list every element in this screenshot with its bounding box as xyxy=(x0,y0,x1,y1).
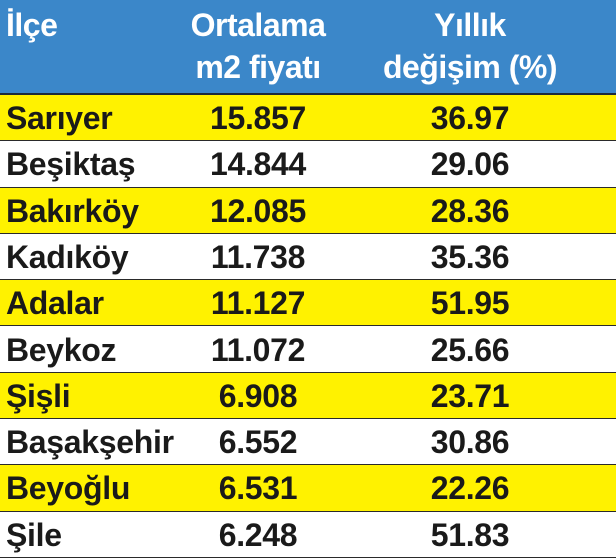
table-row: Adalar 11.127 51.95 xyxy=(0,280,616,327)
table-row: Kadıköy 11.738 35.36 xyxy=(0,234,616,281)
price: 11.127 xyxy=(210,285,306,322)
change: 51.83 xyxy=(430,516,510,553)
change: 28.36 xyxy=(430,192,510,229)
price: 6.248 xyxy=(218,516,298,553)
price: 12.085 xyxy=(209,192,307,229)
price: 14.844 xyxy=(209,146,307,183)
change: 51.95 xyxy=(430,285,510,322)
table-row: Şişli 6.908 23.71 xyxy=(0,372,616,420)
header-text: İlçe xyxy=(6,7,58,43)
change: 29.06 xyxy=(430,146,510,183)
header-text: m2 fiyatı xyxy=(195,49,321,85)
district: Beykoz xyxy=(6,331,117,368)
change: 22.26 xyxy=(430,470,510,507)
table-row: Bakırköy 12.085 28.36 xyxy=(0,187,616,234)
price: 15.857 xyxy=(209,100,307,136)
district: Şile xyxy=(6,516,62,553)
change: 23.71 xyxy=(430,377,510,414)
change: 25.66 xyxy=(430,331,510,368)
price: 6.908 xyxy=(218,377,298,414)
table-row: Sarıyer 15.857 36.97 xyxy=(0,95,616,142)
price: 11.072 xyxy=(210,331,306,368)
header-text: değişim (%) xyxy=(382,49,558,85)
table-row: Beyoğlu 6.531 22.26 xyxy=(0,465,616,512)
change: 35.36 xyxy=(430,238,510,275)
district: Kadıköy xyxy=(6,238,129,275)
district: Şişli xyxy=(6,377,71,414)
table-row: Beşiktaş 14.844 29.06 xyxy=(0,141,616,188)
table-row: Şile 6.248 51.83 xyxy=(0,512,616,558)
header-cell: Ortalama m2 fiyatı xyxy=(168,4,348,88)
header-text: Ortalama xyxy=(190,7,326,43)
table-row: Başakşehir 6.552 30.86 xyxy=(0,419,616,466)
district: Bakırköy xyxy=(6,192,139,229)
change: 36.97 xyxy=(430,100,510,136)
header-text: Yıllık xyxy=(434,7,506,43)
district: Beşiktaş xyxy=(6,146,136,183)
price: 11.738 xyxy=(210,238,306,275)
table-row: Beykoz 11.072 25.66 xyxy=(0,327,616,373)
district: Beyoğlu xyxy=(6,470,131,507)
change: 30.86 xyxy=(430,424,510,461)
header-cell: Yıllık değişim (%) xyxy=(360,4,580,88)
header: İlçe Ortalama m2 fiyatı Yıllık değişim (%) xyxy=(0,0,616,95)
price: 6.531 xyxy=(218,470,298,507)
district: Başakşehir xyxy=(6,424,174,461)
price: 6.552 xyxy=(218,424,298,461)
header-cell: İlçe xyxy=(6,4,206,46)
district: Sarıyer xyxy=(6,100,113,136)
district: Adalar xyxy=(6,285,104,322)
